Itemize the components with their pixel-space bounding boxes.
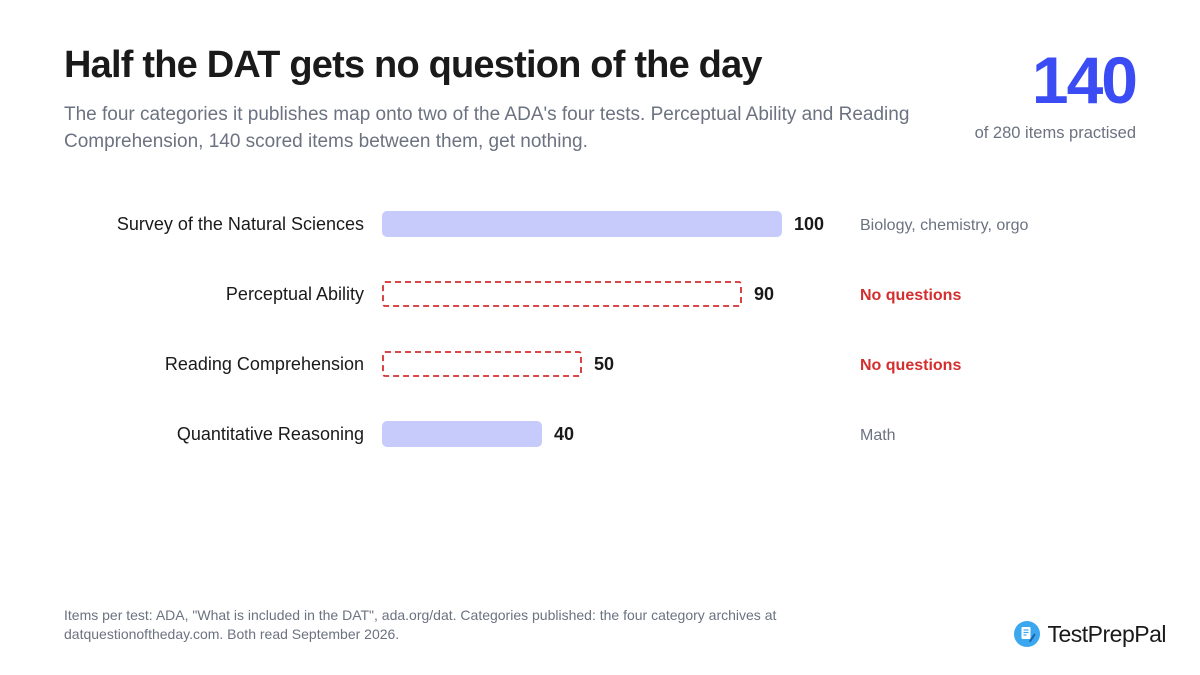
bar-survey-of-the-natural-sciences xyxy=(382,211,782,237)
category-label-perceptual-ability: Perceptual Ability xyxy=(226,284,364,304)
value-label-quantitative-reasoning: 40 xyxy=(554,424,574,444)
note-reading-comprehension: No questions xyxy=(860,357,961,374)
headline-stat-value: 140 xyxy=(1031,43,1138,117)
bar-perceptual-ability xyxy=(382,281,742,307)
note-survey-of-the-natural-sciences: Biology, chemistry, orgo xyxy=(860,217,1028,234)
bar-quantitative-reasoning xyxy=(382,421,542,447)
value-label-survey-of-the-natural-sciences: 100 xyxy=(794,214,824,234)
brand-logo[interactable]: TestPrepPal xyxy=(1013,620,1166,648)
category-label-survey-of-the-natural-sciences: Survey of the Natural Sciences xyxy=(117,214,364,234)
category-label-quantitative-reasoning: Quantitative Reasoning xyxy=(177,424,364,444)
value-label-perceptual-ability: 90 xyxy=(754,284,774,304)
note-perceptual-ability: No questions xyxy=(860,287,961,304)
note-quantitative-reasoning: Math xyxy=(860,427,896,444)
value-label-reading-comprehension: 50 xyxy=(594,354,614,374)
bar-reading-comprehension xyxy=(382,351,582,377)
source-note: Items per test: ADA, "What is included i… xyxy=(64,607,777,642)
category-label-reading-comprehension: Reading Comprehension xyxy=(165,354,364,374)
headline-stat-caption: of 280 items practised xyxy=(974,124,1136,142)
document-pencil-icon xyxy=(1014,621,1041,647)
brand-name: TestPrepPal xyxy=(1047,620,1166,647)
chart-subtitle: The four categories it publishes map ont… xyxy=(64,104,910,152)
bar-chart: Survey of the Natural Sciences 100 Biology… xyxy=(117,211,1028,447)
chart-title: Half the DAT gets no question of the day xyxy=(64,44,763,86)
